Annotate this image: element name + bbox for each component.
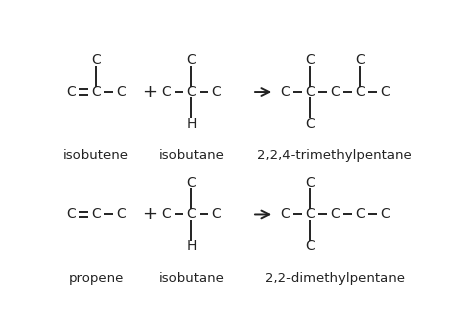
Text: C: C (355, 53, 365, 67)
Text: isobutane: isobutane (159, 149, 224, 162)
Text: 2,2,4-trimethylpentane: 2,2,4-trimethylpentane (257, 149, 412, 162)
Text: C: C (305, 117, 315, 131)
Text: C: C (187, 53, 196, 67)
Text: C: C (305, 207, 315, 221)
Text: C: C (211, 85, 221, 99)
Text: C: C (91, 207, 101, 221)
Text: C: C (280, 207, 290, 221)
Text: C: C (280, 85, 290, 99)
Text: propene: propene (68, 272, 124, 285)
Text: isobutane: isobutane (159, 272, 224, 285)
Text: C: C (116, 85, 126, 99)
Text: C: C (187, 176, 196, 190)
Text: +: + (142, 83, 157, 101)
Text: C: C (162, 207, 172, 221)
Text: C: C (355, 85, 365, 99)
Text: C: C (116, 207, 126, 221)
Text: C: C (187, 207, 196, 221)
Text: 2,2-dimethylpentane: 2,2-dimethylpentane (265, 272, 405, 285)
Text: C: C (91, 53, 101, 67)
Text: C: C (355, 207, 365, 221)
Text: C: C (305, 53, 315, 67)
Text: C: C (380, 207, 390, 221)
Text: isobutene: isobutene (63, 149, 129, 162)
Text: C: C (66, 207, 76, 221)
Text: C: C (211, 207, 221, 221)
Text: C: C (162, 85, 172, 99)
Text: C: C (91, 85, 101, 99)
Text: C: C (187, 85, 196, 99)
Text: C: C (305, 239, 315, 253)
Text: H: H (186, 117, 197, 131)
Text: C: C (305, 176, 315, 190)
Text: C: C (330, 85, 340, 99)
Text: +: + (142, 205, 157, 224)
Text: H: H (186, 239, 197, 253)
Text: C: C (380, 85, 390, 99)
Text: C: C (66, 85, 76, 99)
Text: C: C (305, 85, 315, 99)
Text: C: C (330, 207, 340, 221)
